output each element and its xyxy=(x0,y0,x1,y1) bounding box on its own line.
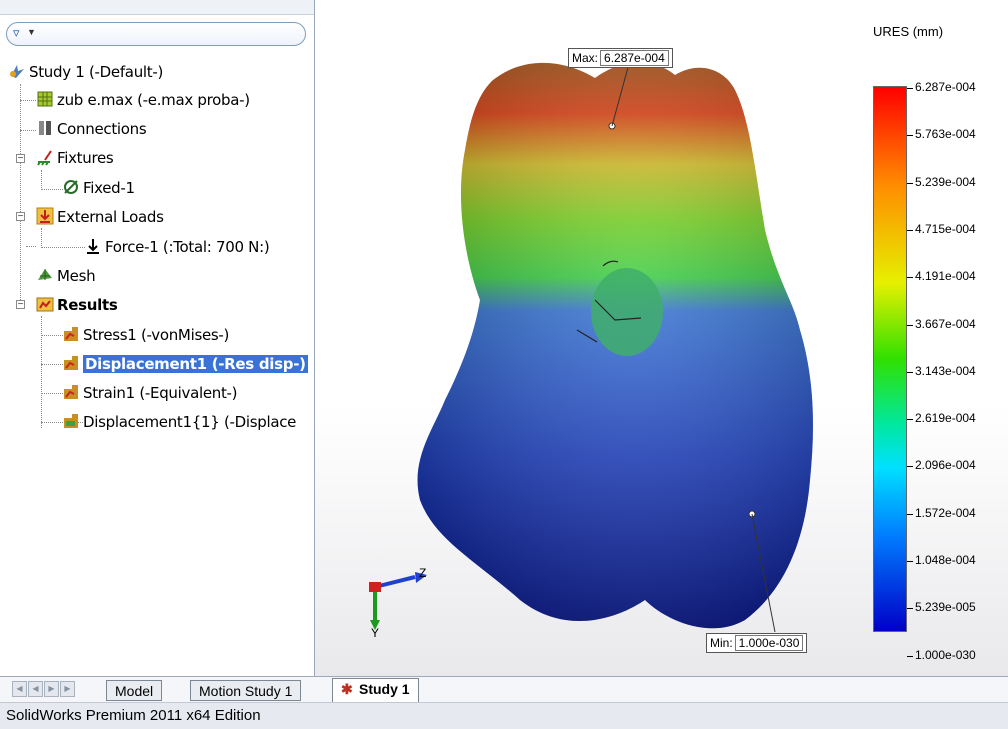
triad-y-label: Y xyxy=(371,626,380,640)
tab-motion-study[interactable]: Motion Study 1 xyxy=(190,680,302,701)
legend-tick xyxy=(907,135,913,137)
tab-model[interactable]: Model xyxy=(106,680,163,701)
collapse-toggle[interactable]: − xyxy=(16,299,25,310)
fixtures-icon xyxy=(36,148,54,166)
external-loads-icon xyxy=(36,207,54,225)
next-tab-button[interactable]: ▶ xyxy=(44,681,59,697)
filter-icon: ▿ xyxy=(13,25,20,40)
tab-study-1[interactable]: ✱ Study 1 xyxy=(332,678,419,703)
status-bar: SolidWorks Premium 2011 x64 Edition xyxy=(0,702,1008,729)
tree-item-displacement1-1[interactable]: Displacement1{1} (-Displace xyxy=(62,410,296,434)
orientation-triad xyxy=(369,572,427,630)
tree-item-force-1[interactable]: Force-1 (:Total: 700 N:) xyxy=(84,235,270,259)
study-tab-bar: ◀ ◀ ▶ ▶ Model Motion Study 1 ✱ Study 1 xyxy=(0,676,1008,703)
graphics-viewport[interactable]: Z Y Max: 6.287e-004 Min: 1.000e-030 URES (… xyxy=(315,0,1008,676)
legend-tick xyxy=(907,513,913,515)
min-value: 1.000e-030 xyxy=(734,635,804,651)
connections-icon xyxy=(36,119,54,137)
tree-item-part[interactable]: zub e.max (-e.max proba-) xyxy=(36,88,250,112)
legend-value-label: 5.239e-005 xyxy=(915,600,976,615)
tree-item-results[interactable]: Results xyxy=(36,293,118,317)
legend-value-label: 1.048e-004 xyxy=(915,553,976,567)
max-value: 6.287e-004 xyxy=(600,50,669,66)
result-plot-icon xyxy=(62,354,80,372)
min-value-tag: Min: 1.000e-030 xyxy=(706,633,808,653)
tab-study-1-label: Study 1 xyxy=(359,681,410,697)
legend-value-label: 4.715e-004 xyxy=(915,221,976,236)
legend-tick xyxy=(907,561,913,562)
mesh-icon xyxy=(36,266,54,284)
triad-z-label: Z xyxy=(419,566,427,580)
legend-value-label: 2.096e-004 xyxy=(915,458,976,473)
part-mesh-icon xyxy=(36,90,54,108)
legend-value-label: 1.572e-004 xyxy=(915,505,976,520)
tree-item-external-loads[interactable]: External Loads xyxy=(36,205,164,229)
legend-tick xyxy=(907,182,913,184)
study-icon xyxy=(8,62,26,80)
legend-value-label: 4.191e-004 xyxy=(915,269,976,284)
tooth-displacement-model xyxy=(369,59,813,633)
legend-tick xyxy=(907,277,913,279)
result-plot-icon xyxy=(62,383,80,401)
tree-item-connections[interactable]: Connections xyxy=(36,117,147,141)
legend-tick xyxy=(907,324,913,326)
study-icon: ✱ xyxy=(341,681,353,697)
tree-item-study[interactable]: Study 1 (-Default-) xyxy=(8,60,163,84)
results-folder-icon xyxy=(36,295,54,313)
panel-header-strip xyxy=(0,0,314,15)
legend-tick xyxy=(907,371,913,373)
legend-value-label: 5.239e-004 xyxy=(915,174,976,189)
first-tab-button[interactable]: ◀ xyxy=(12,681,27,697)
tree-item-mesh[interactable]: Mesh xyxy=(36,264,96,288)
tree-item-stress1[interactable]: Stress1 (-vonMises-) xyxy=(62,323,229,347)
tree-item-fixed-1[interactable]: Fixed-1 xyxy=(62,176,135,200)
min-label: Min: xyxy=(710,636,733,650)
legend-value-label: 3.667e-004 xyxy=(915,316,976,331)
fixed-geometry-icon xyxy=(62,178,80,196)
max-label: Max: xyxy=(572,51,599,65)
tree-item-displacement1[interactable]: Displacement1 (-Res disp-) xyxy=(62,352,308,376)
legend-tick xyxy=(907,466,913,468)
legend-value-label: 1.000e-030 xyxy=(915,647,976,662)
last-tab-button[interactable]: ▶ xyxy=(60,681,75,697)
legend-title: URES (mm) xyxy=(873,24,944,39)
legend-value-label: 3.143e-004 xyxy=(915,363,976,378)
legend-tick xyxy=(907,229,913,231)
tree-filter-input[interactable]: ▿ ▼ xyxy=(6,22,306,46)
legend-value-label: 6.287e-004 xyxy=(915,80,976,94)
result-plot-icon xyxy=(62,412,80,430)
max-value-tag: Max: 6.287e-004 xyxy=(568,48,673,68)
chevron-down-icon[interactable]: ▼ xyxy=(27,27,36,37)
legend-tick xyxy=(907,655,913,657)
legend-tick xyxy=(907,88,913,89)
legend-value-label: 2.619e-004 xyxy=(915,411,976,426)
tree-item-fixtures[interactable]: Fixtures xyxy=(36,146,114,170)
prev-tab-button[interactable]: ◀ xyxy=(28,681,43,697)
force-arrow-icon xyxy=(84,237,102,255)
legend-tick xyxy=(907,608,913,610)
legend-value-label: 5.763e-004 xyxy=(915,127,976,142)
legend-color-bar xyxy=(873,86,907,632)
tree-item-strain1[interactable]: Strain1 (-Equivalent-) xyxy=(62,381,238,405)
legend-tick xyxy=(907,419,913,421)
simulation-tree-panel: ▿ ▼ − − − Study 1 (-Default-) zub e.max … xyxy=(0,0,315,676)
collapse-toggle[interactable]: − xyxy=(16,211,25,222)
result-plot-icon xyxy=(62,325,80,343)
collapse-toggle[interactable]: − xyxy=(16,153,25,164)
